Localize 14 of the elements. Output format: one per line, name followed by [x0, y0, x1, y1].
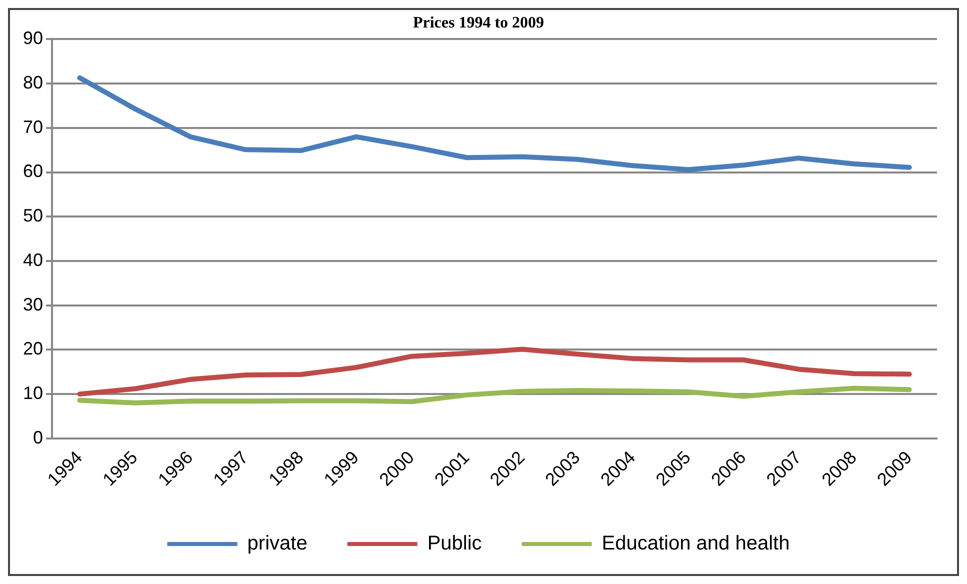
y-tick-label: 0 — [33, 427, 44, 448]
y-tick-label: 90 — [22, 28, 44, 48]
y-tick-label: 60 — [22, 161, 44, 182]
legend-label: private — [247, 532, 308, 555]
y-tick-label: 40 — [22, 250, 44, 270]
y-tick-label: 50 — [22, 206, 44, 226]
y-tick-label: 70 — [22, 116, 44, 137]
y-tick-label: 80 — [22, 72, 44, 93]
y-tick-label: 30 — [22, 294, 44, 314]
legend-label: Education and health — [602, 532, 790, 555]
chart-title: Prices 1994 to 2009 — [412, 14, 544, 32]
y-tick-label: 20 — [22, 338, 44, 359]
legend-label: Public — [427, 532, 482, 555]
y-tick-label: 10 — [22, 383, 44, 404]
